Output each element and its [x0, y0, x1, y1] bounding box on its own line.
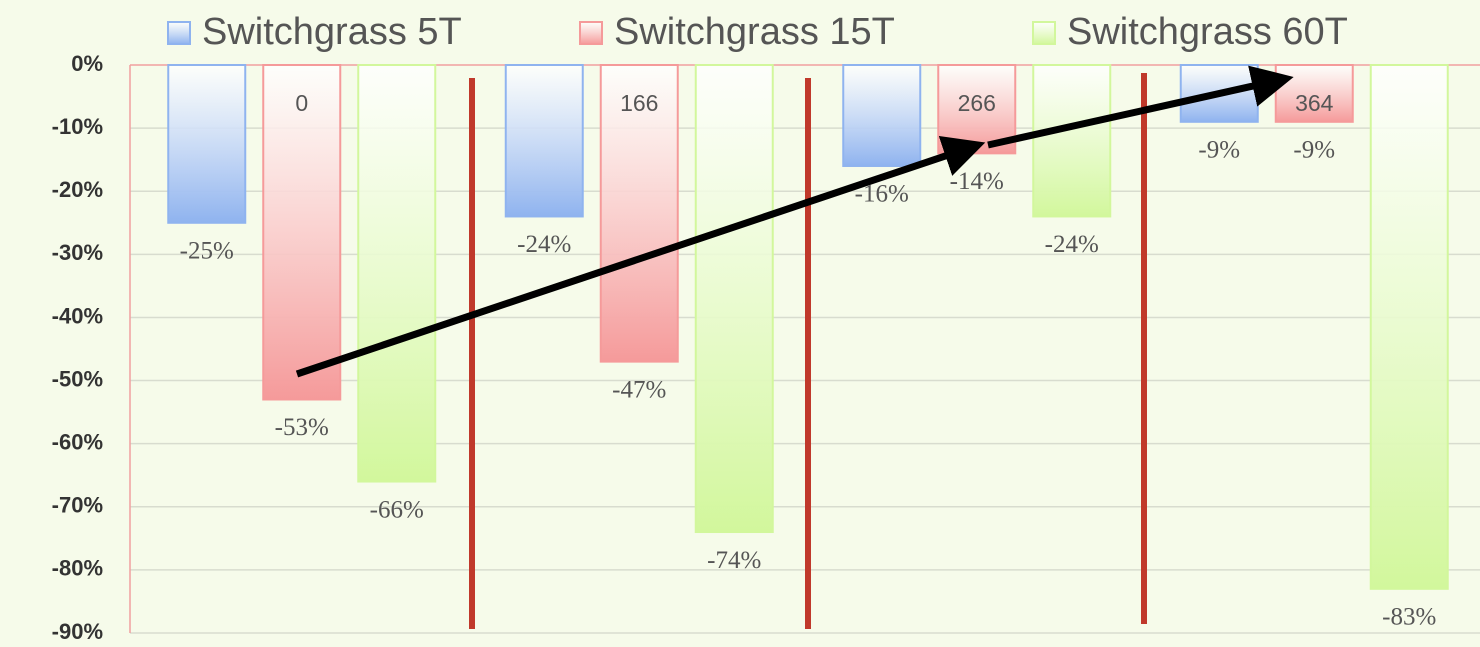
annotation: 266	[958, 90, 996, 116]
y-tick-label: 0%	[71, 51, 103, 76]
arrows	[295, 65, 1294, 378]
y-tick-label: -60%	[52, 429, 103, 454]
data-label: -83%	[1382, 604, 1436, 631]
annotation: 364	[1295, 90, 1334, 116]
legend-label: Switchgrass 5T	[202, 11, 462, 53]
data-label: -47%	[612, 376, 666, 403]
y-tick-label: -70%	[52, 493, 103, 518]
legend-marker	[579, 21, 603, 45]
data-label: -53%	[275, 414, 329, 441]
y-tick-label: -40%	[52, 303, 103, 328]
data-label: -24%	[1045, 231, 1099, 258]
bar	[357, 64, 437, 483]
y-tick-label: -10%	[52, 114, 103, 139]
bar	[599, 64, 679, 363]
data-label: -14%	[950, 168, 1004, 195]
legend-label: Switchgrass 60T	[1067, 11, 1348, 53]
data-label: -16%	[855, 181, 909, 208]
legend-marker	[167, 21, 191, 45]
bar	[1369, 64, 1449, 590]
y-tick-label: -20%	[52, 177, 103, 202]
y-tick-label: -80%	[52, 556, 103, 581]
annotation: 166	[620, 90, 658, 116]
arrow	[987, 65, 1294, 149]
bar	[262, 64, 342, 401]
data-label: -9%	[1198, 137, 1240, 164]
y-tick-label: -90%	[52, 619, 103, 644]
labels: 0% -10% -20% -30% -40% -50% -60% -70% -80% -90% -2…	[52, 11, 1437, 644]
bar	[842, 64, 922, 167]
data-label: -25%	[180, 238, 234, 265]
arrow	[295, 136, 986, 378]
bars	[167, 64, 1449, 590]
annotation: 0	[295, 90, 308, 116]
bar	[1032, 64, 1112, 218]
bar	[504, 64, 584, 218]
data-label: -74%	[707, 547, 761, 574]
bar	[167, 64, 247, 224]
y-tick-label: -30%	[52, 240, 103, 265]
data-label: -9%	[1293, 137, 1335, 164]
bar	[694, 64, 774, 534]
data-label: -66%	[370, 496, 424, 523]
data-label: -24%	[517, 231, 571, 258]
legend-label: Switchgrass 15T	[614, 11, 895, 53]
separators	[469, 73, 1147, 629]
y-tick-label: -50%	[52, 366, 103, 391]
legend-marker	[1032, 21, 1056, 45]
